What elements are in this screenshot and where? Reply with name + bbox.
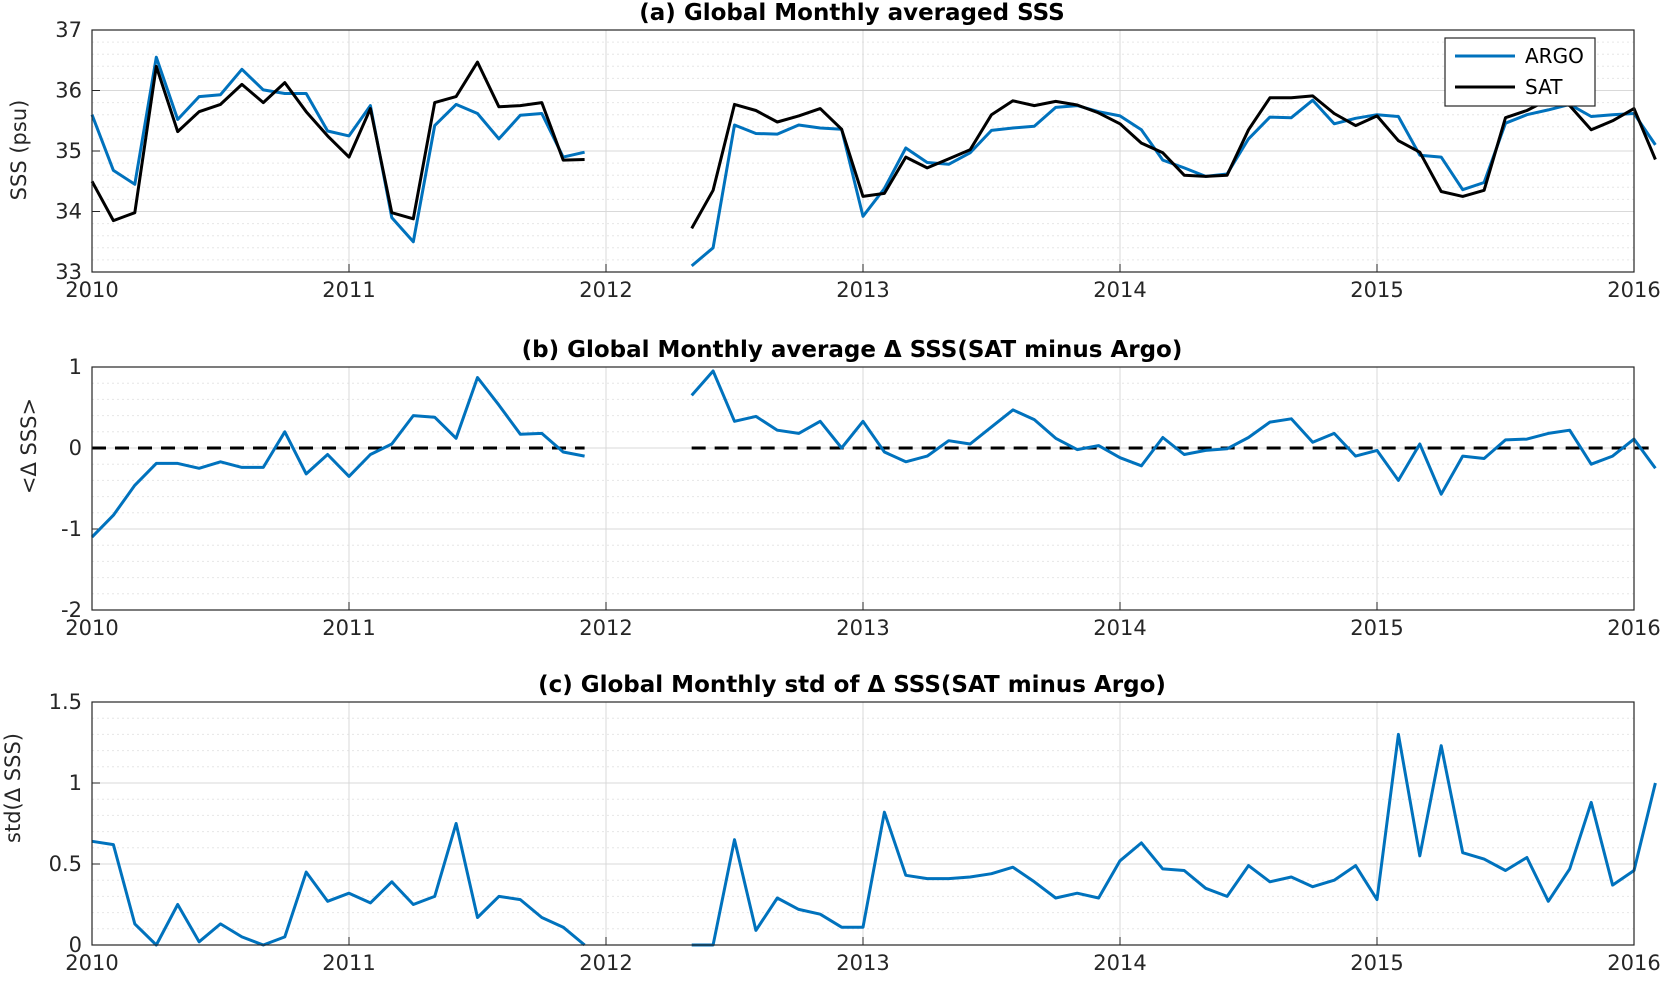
panel-b-axes-frame — [91, 366, 1635, 611]
legend-sat-label: SAT — [1525, 75, 1563, 99]
panel-b-x-tick-label: 2015 — [1350, 616, 1403, 640]
panel-a: (a) Global Monthly averaged SSS SSS (psu… — [7, 0, 1661, 302]
panel-c-title: (c) Global Monthly std of Δ SSS(SAT minu… — [538, 672, 1166, 698]
panel-b-x-tick-label: 2012 — [579, 616, 632, 640]
panel-a-argo-line-segment-1 — [90, 55, 585, 244]
panel-a-y-tick-label: 33 — [55, 260, 82, 284]
panel-c-axes-frame — [91, 701, 1635, 946]
panel-c-y-tick-label: 0 — [69, 933, 82, 957]
legend-argo-label: ARGO — [1525, 44, 1584, 68]
panel-b-x-tick-label: 2016 — [1607, 616, 1660, 640]
panel-b-x-tick-label: 2013 — [836, 616, 889, 640]
panel-b-y-tick-label: 0 — [69, 436, 82, 460]
panel-b-y-tick-label: 1 — [69, 355, 82, 379]
panel-c-y-tick-label: 0.5 — [49, 852, 82, 876]
panel-c-x-tick-label: 2014 — [1093, 951, 1146, 975]
panel-a-x-tick-label: 2015 — [1350, 278, 1403, 302]
panel-c-x-tick-label: 2013 — [836, 951, 889, 975]
panel-c-x-tick-label: 2015 — [1350, 951, 1403, 975]
panel-c-y-tick-label: 1 — [69, 771, 82, 795]
panel-c-ylabel: std(Δ SSS) — [1, 733, 25, 843]
panel-b-x-tick-label: 2014 — [1093, 616, 1146, 640]
panel-a-x-tick-label: 2012 — [579, 278, 632, 302]
legend-box — [1444, 37, 1596, 107]
panel-a-axes-frame — [91, 29, 1635, 273]
panel-a-x-tick-label: 2011 — [322, 278, 375, 302]
panel-c-x-tick-label: 2016 — [1607, 951, 1660, 975]
panel-a-y-tick-label: 34 — [55, 200, 82, 224]
panel-a-y-tick-label: 35 — [55, 139, 82, 163]
panel-c-series-line-segment-1 — [91, 822, 586, 947]
panel-a-y-tick-label: 36 — [55, 79, 82, 103]
panel-c: (c) Global Monthly std of Δ SSS(SAT minu… — [1, 672, 1661, 975]
panel-c-y-tick-label: 1.5 — [49, 690, 82, 714]
panel-c-plot-area: 0 0.5 1 1.5 2010 2011 2012 2013 2014 2015 2016 — [49, 690, 1661, 975]
panel-a-sat-line-segment-2 — [690, 94, 1657, 230]
panel-c-x-tick-label: 2011 — [322, 951, 375, 975]
panel-b-y-tick-label: -1 — [61, 517, 82, 541]
panel-a-ylabel: SSS (psu) — [7, 100, 31, 201]
panel-b: (b) Global Monthly average Δ SSS(SAT min… — [17, 337, 1661, 640]
panel-c-x-tick-label: 2012 — [579, 951, 632, 975]
legend: ARGO SAT — [1444, 37, 1596, 107]
panel-a-y-tick-label: 37 — [55, 18, 82, 42]
panel-b-series-line-segment-1 — [90, 376, 585, 539]
panel-a-plot-area: 33 34 35 36 37 2010 2011 2012 2013 2014 2015 2016 — [55, 18, 1660, 302]
panel-b-y-tick-label: -2 — [61, 598, 82, 622]
panel-c-series-line-segment-2 — [691, 732, 1657, 947]
panel-a-x-tick-label: 2014 — [1093, 278, 1146, 302]
panel-b-title: (b) Global Monthly average Δ SSS(SAT min… — [522, 337, 1183, 363]
panel-a-sat-line-segment-1 — [90, 60, 585, 223]
panel-a-title: (a) Global Monthly averaged SSS — [639, 0, 1064, 26]
panel-a-x-tick-label: 2013 — [836, 278, 889, 302]
panel-b-x-tick-label: 2010 — [65, 616, 118, 640]
panel-b-series-line-segment-2 — [690, 369, 1657, 496]
panel-b-x-tick-label: 2011 — [322, 616, 375, 640]
panel-a-x-tick-label: 2016 — [1607, 278, 1660, 302]
panel-b-plot-area: -2 -1 0 1 2010 2011 2012 2013 2014 2015 2016 — [61, 355, 1661, 640]
panel-b-ylabel: <Δ SSS> — [17, 398, 41, 494]
panel-a-x-tick-label: 2010 — [65, 278, 118, 302]
panel-c-x-tick-label: 2010 — [65, 951, 118, 975]
